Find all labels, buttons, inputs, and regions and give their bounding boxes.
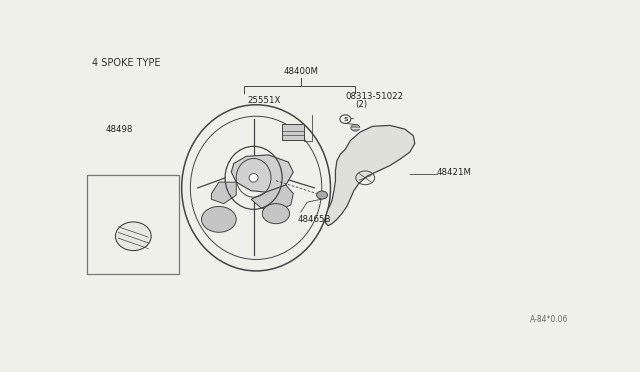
Ellipse shape (317, 191, 328, 199)
Text: S: S (343, 116, 348, 122)
Polygon shape (231, 155, 293, 192)
Ellipse shape (249, 173, 258, 182)
Text: 25551X: 25551X (248, 96, 281, 105)
Text: 48465B: 48465B (297, 215, 331, 224)
FancyBboxPatch shape (282, 124, 304, 140)
Text: 48400M: 48400M (284, 67, 318, 76)
Text: 48498: 48498 (106, 125, 133, 134)
Text: 4 SPOKE TYPE: 4 SPOKE TYPE (92, 58, 161, 68)
Ellipse shape (262, 203, 289, 224)
Text: (2): (2) (355, 100, 367, 109)
Polygon shape (326, 125, 415, 226)
Ellipse shape (351, 124, 360, 131)
Ellipse shape (115, 222, 151, 251)
Polygon shape (251, 185, 293, 211)
Text: 48421M: 48421M (436, 168, 471, 177)
Ellipse shape (202, 206, 236, 232)
Text: A-84*0.06: A-84*0.06 (530, 315, 568, 324)
Polygon shape (211, 182, 236, 203)
Text: 08313-51022: 08313-51022 (346, 92, 403, 101)
Bar (88, 175, 179, 274)
